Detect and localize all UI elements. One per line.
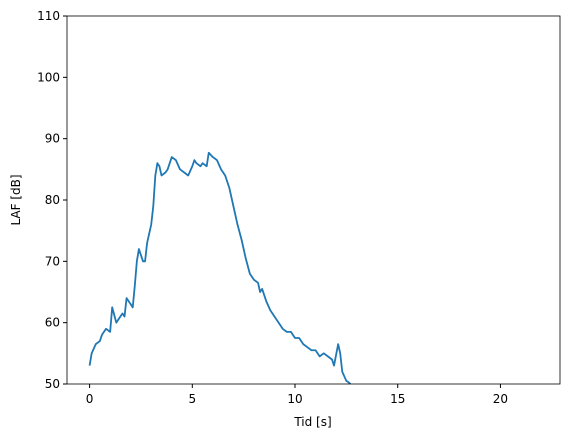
y-tick-label: 100 — [37, 70, 60, 84]
y-tick-label: 60 — [45, 316, 60, 330]
x-tick-label: 15 — [390, 392, 405, 406]
x-tick-label: 5 — [188, 392, 196, 406]
y-tick-label: 110 — [37, 9, 60, 23]
plot-frame — [66, 15, 561, 385]
y-axis-label: LAF [dB] — [9, 174, 23, 225]
y-tick-label: 90 — [45, 132, 60, 146]
x-tick-label: 10 — [287, 392, 302, 406]
line — [88, 151, 352, 384]
y-tick-label: 70 — [45, 254, 60, 268]
y-tick-label: 80 — [45, 193, 60, 207]
x-tick-label: 0 — [86, 392, 94, 406]
y-tick-label: 50 — [45, 377, 60, 391]
x-axis-label: Tid [s] — [293, 415, 331, 429]
x-tick-label: 20 — [493, 392, 508, 406]
